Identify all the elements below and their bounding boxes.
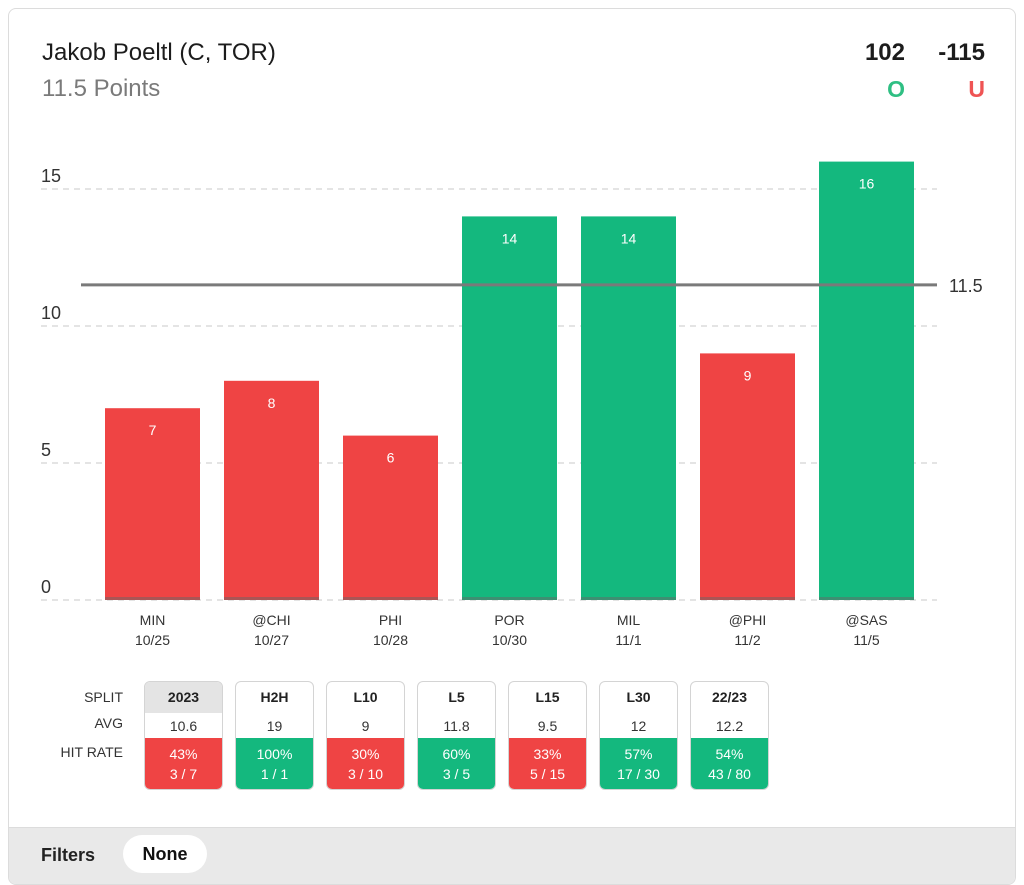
x-tick-date: 10/25 [135, 632, 170, 648]
bar [105, 408, 200, 600]
bar-value-label: 14 [502, 230, 518, 246]
hit-rate-record: 3 / 10 [347, 766, 384, 782]
y-tick-label: 5 [41, 440, 51, 460]
bar-baseline [343, 597, 438, 600]
hit-rate-percent: 60% [442, 746, 471, 762]
over-label[interactable]: O [887, 76, 905, 102]
hit-rate-record: 1 / 1 [260, 766, 289, 782]
bar-value-label: 9 [744, 367, 752, 383]
avg-row-label: AVG [94, 715, 123, 731]
hit-rate-percent: 33% [533, 746, 562, 762]
x-tick-label: @PHI [729, 612, 767, 628]
split-column[interactable]: 2023 10.6 43% 3 / 7 [144, 681, 223, 790]
x-tick-date: 11/5 [853, 632, 879, 648]
x-tick-date: 10/30 [492, 632, 527, 648]
x-tick-label: POR [494, 612, 524, 628]
split-label: L10 [353, 689, 378, 705]
bar-value-label: 16 [859, 176, 875, 192]
split-label: 2023 [145, 682, 222, 713]
split-hit-rate: 54% 43 / 80 [691, 738, 768, 789]
filter-bar: Filters None [9, 827, 1015, 884]
bar-baseline [700, 597, 795, 600]
bar-baseline [224, 597, 319, 600]
prop-card: Jakob Poeltl (C, TOR) 11.5 Points 102 -1… [8, 8, 1016, 885]
bar-baseline [105, 597, 200, 600]
y-tick-label: 0 [41, 577, 51, 597]
hit-rate-percent: 57% [624, 746, 653, 762]
split-hit-rate: 57% 17 / 30 [600, 738, 677, 789]
hit-rate-row-label: HIT RATE [60, 744, 124, 760]
split-avg: 9.5 [537, 718, 558, 734]
bar-value-label: 6 [387, 450, 395, 466]
x-tick-date: 10/28 [373, 632, 408, 648]
split-hit-rate: 60% 3 / 5 [418, 738, 495, 789]
hit-rate-record: 3 / 7 [169, 766, 198, 782]
bar [343, 435, 438, 600]
filters-label: Filters [41, 845, 96, 865]
split-column[interactable]: L30 12 57% 17 / 30 [599, 681, 678, 790]
split-hit-rate: 100% 1 / 1 [236, 738, 313, 789]
hit-rate-percent: 54% [715, 746, 744, 762]
threshold-label: 11.5 [949, 276, 983, 296]
bar [581, 216, 676, 600]
split-hit-rate: 33% 5 / 15 [509, 738, 586, 789]
bar-value-label: 7 [149, 422, 157, 438]
over-odds[interactable]: 102 [864, 39, 905, 66]
split-avg: 9 [361, 718, 370, 734]
hit-rate-record: 17 / 30 [617, 766, 660, 782]
hit-rate-percent: 30% [351, 746, 380, 762]
x-tick-label: @CHI [252, 612, 290, 628]
bar [224, 380, 319, 600]
split-column[interactable]: L10 9 30% 3 / 10 [326, 681, 405, 790]
x-tick-date: 10/27 [254, 632, 289, 648]
points-bar-chart: 0 5 10 15 7 MIN 10/25 8 @CHI 10/27 6 PHI 10/28 14 POR 1… [41, 161, 983, 648]
split-column[interactable]: L15 9.5 33% 5 / 15 [508, 681, 587, 790]
x-tick-label: @SAS [845, 612, 887, 628]
hit-rate-percent: 100% [256, 746, 293, 762]
split-row-label: SPLIT [84, 689, 123, 705]
split-label: L5 [448, 689, 465, 705]
bar-value-label: 14 [621, 230, 637, 246]
bar-value-label: 8 [268, 395, 276, 411]
split-label: L30 [626, 689, 651, 705]
hit-rate-record: 43 / 80 [708, 766, 751, 782]
player-name: Jakob Poeltl (C, TOR) [42, 39, 276, 66]
split-label: L15 [535, 689, 560, 705]
bar [819, 161, 914, 600]
x-tick-label: MIL [617, 612, 641, 628]
split-avg: 12 [630, 718, 647, 734]
split-hit-rate: 30% 3 / 10 [327, 738, 404, 789]
y-tick-label: 10 [41, 303, 61, 323]
split-column[interactable]: 22/23 12.2 54% 43 / 80 [690, 681, 769, 790]
x-tick-date: 11/1 [615, 632, 641, 648]
x-tick-label: PHI [379, 612, 402, 628]
x-tick-label: MIN [140, 612, 166, 628]
split-label: H2H [260, 689, 289, 705]
split-column[interactable]: L5 11.8 60% 3 / 5 [417, 681, 496, 790]
bar-baseline [581, 597, 676, 600]
x-tick-date: 11/2 [734, 632, 760, 648]
hit-rate-record: 3 / 5 [442, 766, 471, 782]
split-avg: 11.8 [443, 718, 470, 734]
bar [462, 216, 557, 600]
filter-none-button[interactable]: None [123, 835, 207, 873]
under-label[interactable]: U [968, 76, 985, 102]
bar [700, 353, 795, 600]
split-hit-rate: 43% 3 / 7 [145, 738, 222, 789]
y-tick-label: 15 [41, 166, 61, 186]
hit-rate-record: 5 / 15 [529, 766, 566, 782]
split-label: 22/23 [711, 689, 748, 705]
bar-baseline [462, 597, 557, 600]
split-avg: 10.6 [169, 718, 198, 734]
prop-line: 11.5 Points [42, 75, 161, 102]
under-odds[interactable]: -115 [938, 39, 985, 66]
split-avg: 19 [266, 718, 283, 734]
bar-baseline [819, 597, 914, 600]
hit-rate-percent: 43% [169, 746, 198, 762]
split-avg: 12.2 [715, 718, 744, 734]
split-column[interactable]: H2H 19 100% 1 / 1 [235, 681, 314, 790]
